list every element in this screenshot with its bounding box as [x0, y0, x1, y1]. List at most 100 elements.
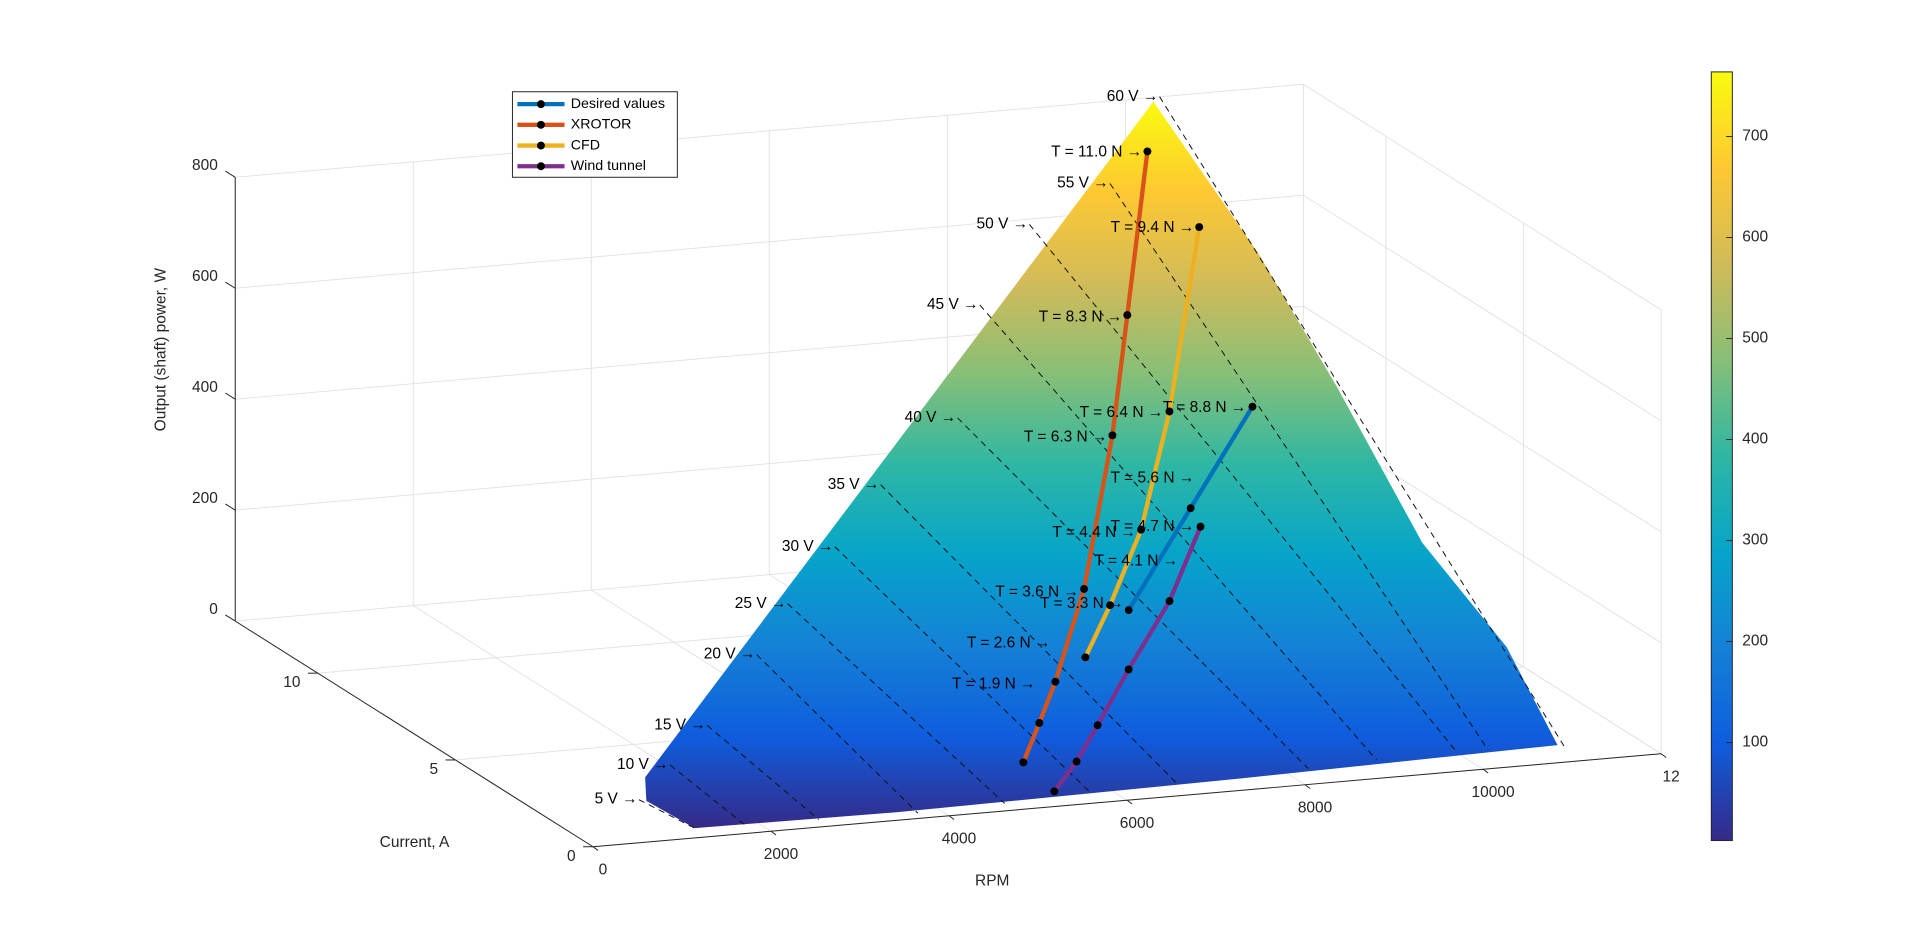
grid-line	[1303, 305, 1662, 533]
legend-label: CFD	[571, 137, 600, 153]
thrust-label: T = 3.6 N →	[995, 584, 1079, 601]
z-tick	[225, 503, 236, 511]
series-point	[1108, 431, 1117, 440]
series-point	[1106, 601, 1115, 610]
legend-marker	[537, 100, 545, 109]
x-tick	[1482, 768, 1489, 774]
grid-line	[1303, 83, 1662, 311]
voltage-label: 60 V →	[1107, 88, 1159, 105]
colorbar	[1710, 71, 1733, 842]
voltage-label: 35 V →	[828, 476, 880, 493]
z-tick-label: 200	[192, 490, 218, 507]
series-point	[1124, 665, 1133, 674]
thrust-label: T = 4.7 N →	[1111, 518, 1195, 535]
voltage-label: 45 V →	[927, 296, 979, 313]
z-axis-label: Output (shaft) power, W	[153, 267, 170, 431]
z-tick	[225, 614, 236, 622]
series-line	[1052, 525, 1203, 793]
colorbar-tick-label: 300	[1742, 532, 1768, 549]
thrust-label: T = 9.4 N →	[1111, 219, 1195, 236]
grid-line	[1303, 194, 1662, 422]
z-tick-label: 0	[209, 601, 218, 618]
series-point	[1248, 402, 1257, 411]
legend-label: Wind tunnel	[571, 158, 646, 174]
legend-label: XROTOR	[571, 117, 632, 133]
series-point	[1081, 653, 1090, 662]
grid-line	[235, 83, 1304, 178]
voltage-line	[1159, 96, 1566, 748]
colorbar-tick-label: 700	[1742, 128, 1768, 145]
voltage-label: 5 V →	[595, 791, 638, 808]
y-axis	[234, 620, 594, 848]
series-point	[1195, 223, 1204, 232]
series-point	[1143, 147, 1152, 156]
legend-marker	[537, 141, 545, 150]
series-point	[1186, 504, 1195, 513]
series-point	[1050, 787, 1059, 796]
thrust-label: T = 1.9 N →	[952, 675, 1036, 692]
thrust-label: T = 11.0 N →	[1051, 144, 1142, 161]
voltage-line	[1029, 224, 1458, 753]
x-axis-label: RPM	[975, 873, 1009, 890]
voltage-line	[880, 484, 1179, 786]
series-point	[1080, 585, 1089, 593]
x-tick-label: 10000	[1472, 784, 1515, 801]
voltage-line	[834, 546, 1092, 794]
x-tick	[1304, 784, 1311, 789]
thrust-label: T = 4.1 N →	[1095, 553, 1179, 570]
series-point	[1196, 522, 1205, 531]
series-point	[1072, 757, 1081, 766]
voltage-line	[756, 654, 919, 814]
x-tick	[1660, 753, 1667, 758]
series-point	[1093, 721, 1102, 730]
series-point	[1123, 311, 1132, 320]
voltage-label: 25 V →	[735, 595, 787, 612]
voltage-line	[669, 764, 745, 825]
z-tick-label: 600	[192, 268, 218, 285]
x-tick-label: 12	[1662, 768, 1679, 785]
voltage-line	[706, 724, 819, 820]
thrust-label: T = 5.6 N →	[1111, 470, 1195, 487]
x-tick	[1126, 799, 1133, 805]
legend-marker	[537, 120, 545, 129]
z-tick	[225, 281, 236, 289]
z-tick-label: 800	[192, 157, 218, 174]
voltage-label: 55 V →	[1057, 175, 1109, 192]
surface-layer	[645, 101, 1558, 829]
y-tick-label: 10	[283, 674, 300, 691]
series-point	[1165, 597, 1174, 606]
y-tick-label: 0	[567, 848, 576, 865]
series-point	[1035, 719, 1044, 727]
series-point	[1137, 525, 1146, 534]
voltage-line	[1109, 183, 1489, 751]
series-point	[1165, 407, 1174, 416]
thrust-label: T = 6.4 N →	[1080, 404, 1164, 421]
voltage-line	[787, 603, 1005, 804]
colorbar-tick-label: 400	[1742, 431, 1768, 448]
y-axis-label: Current, A	[380, 834, 450, 851]
overlay-layer: 5 V → 10 V → 15 V → 20 V → 25 V → 30 V → 35 V …	[595, 88, 1566, 829]
legend-marker	[537, 162, 545, 171]
thrust-label: T = 2.6 N →	[967, 635, 1051, 652]
voltage-line	[957, 417, 1309, 769]
x-tick-label: 0	[599, 861, 608, 878]
colorbar-tick-label: 600	[1742, 229, 1768, 246]
voltage-label: 15 V →	[654, 716, 706, 733]
z-tick	[225, 392, 236, 400]
x-tick	[592, 846, 599, 851]
z-tick	[225, 170, 236, 178]
voltage-label: 50 V →	[977, 215, 1029, 232]
thrust-label: T = 6.3 N →	[1024, 429, 1108, 446]
thrust-label: T = 3.3 N →	[1040, 595, 1124, 612]
series-point	[1019, 758, 1028, 767]
voltage-label: 20 V →	[704, 646, 756, 663]
x-tick-label: 8000	[1298, 799, 1332, 816]
voltage-label: 30 V →	[782, 538, 834, 555]
x-tick-label: 4000	[942, 830, 976, 847]
thrust-label: T = 8.3 N →	[1039, 308, 1123, 325]
thrust-label: T = 8.8 N →	[1163, 399, 1247, 416]
x-tick-label: 2000	[764, 846, 798, 863]
y-tick-label: 5	[429, 761, 438, 778]
